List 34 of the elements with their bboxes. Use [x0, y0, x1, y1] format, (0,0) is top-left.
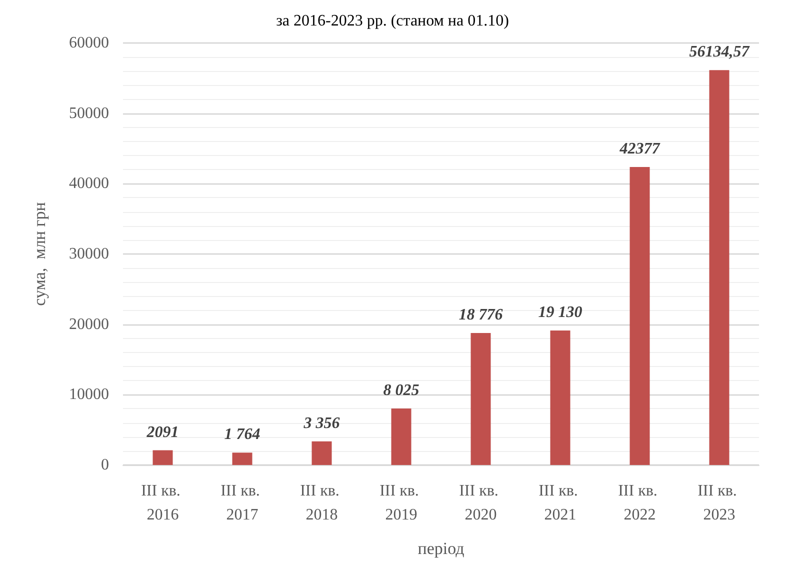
data-label: 3 356 — [302, 414, 340, 432]
bar — [550, 330, 570, 465]
x-tick-label: III кв. 2018 — [300, 482, 344, 524]
y-tick-label: 40000 — [69, 175, 109, 192]
data-label: 56134,57 — [689, 44, 750, 61]
y-axis-title: сума, млн грн — [30, 202, 49, 306]
y-tick-label: 20000 — [69, 316, 109, 333]
data-label: 2091 — [146, 424, 179, 441]
x-tick-label: III кв. 2023 — [698, 482, 741, 524]
x-tick-label: III кв. 2020 — [459, 482, 502, 524]
bar — [232, 452, 252, 465]
x-tick-label: III кв. 2016 — [141, 482, 184, 524]
bar — [312, 441, 332, 465]
bar — [391, 408, 412, 465]
data-label: 42377 — [618, 140, 661, 158]
data-label: 8 025 — [383, 382, 420, 400]
y-tick-label: 10000 — [69, 386, 109, 404]
data-label: 1 764 — [224, 426, 260, 444]
x-tick-label: III кв. 2022 — [618, 482, 662, 524]
data-label: 18 776 — [458, 306, 503, 324]
bar — [470, 332, 491, 465]
x-tick-label: III кв. 2017 — [220, 482, 264, 524]
x-tick-label: III кв. 2021 — [538, 482, 582, 524]
y-tick-label: 30000 — [69, 246, 109, 262]
y-tick-label: 0 — [101, 456, 109, 474]
x-axis-title: період — [418, 539, 465, 558]
x-tick-label: III кв. 2019 — [380, 482, 423, 524]
data-label: 19 130 — [538, 304, 582, 321]
bar — [709, 70, 730, 465]
chart-title: за 2016-2023 рр. (станом на 01.10) — [276, 12, 509, 30]
y-tick-label: 50000 — [69, 104, 109, 122]
bar — [630, 166, 650, 465]
bar — [152, 450, 173, 465]
y-tick-label: 60000 — [69, 34, 109, 52]
